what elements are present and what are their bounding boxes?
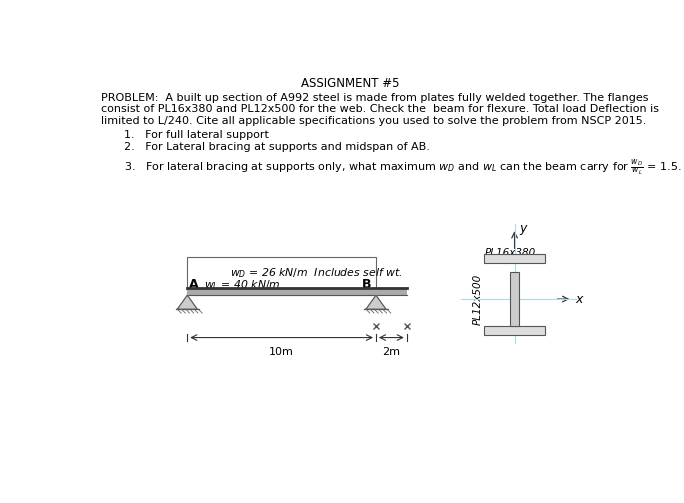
Bar [187,257,376,295]
Text: $y$: $y$ [519,223,529,237]
Text: 2m: 2m [382,347,400,357]
Text: PL12x500: PL12x500 [472,274,482,324]
Polygon shape [366,295,386,309]
Text: 2.   For Lateral bracing at supports and midspan of AB.: 2. For Lateral bracing at supports and m… [124,142,430,152]
Text: consist of PL16x380 and PL12x500 for the web. Check the  beam for flexure. Total: consist of PL16x380 and PL12x500 for the… [101,104,659,114]
Text: $w_L$ = 40 $kN/m$: $w_L$ = 40 $kN/m$ [205,278,281,292]
Bar [484,326,545,336]
Bar [484,254,545,263]
Polygon shape [177,295,197,309]
Text: limited to L/240. Cite all applicable specifications you used to solve the probl: limited to L/240. Cite all applicable sp… [101,116,646,126]
Text: $w_D$ = 26 $kN/m$  Includes self wt.: $w_D$ = 26 $kN/m$ Includes self wt. [230,266,402,280]
Bar [510,272,519,326]
Text: ASSIGNMENT #5: ASSIGNMENT #5 [301,77,400,91]
Text: PROBLEM:  A built up section of A992 steel is made from plates fully welded toge: PROBLEM: A built up section of A992 stee… [101,93,648,103]
Text: PL16x380: PL16x380 [485,248,536,258]
Text: $x$: $x$ [575,293,584,306]
Text: B: B [362,278,371,291]
Text: 1.   For full lateral support: 1. For full lateral support [124,130,269,140]
Text: A: A [189,278,198,291]
Text: 10m: 10m [269,347,294,357]
Text: 3.   For lateral bracing at supports only, what maximum $w_D$ and $w_L$ can the : 3. For lateral bracing at supports only,… [124,157,682,178]
Bar [187,288,407,295]
